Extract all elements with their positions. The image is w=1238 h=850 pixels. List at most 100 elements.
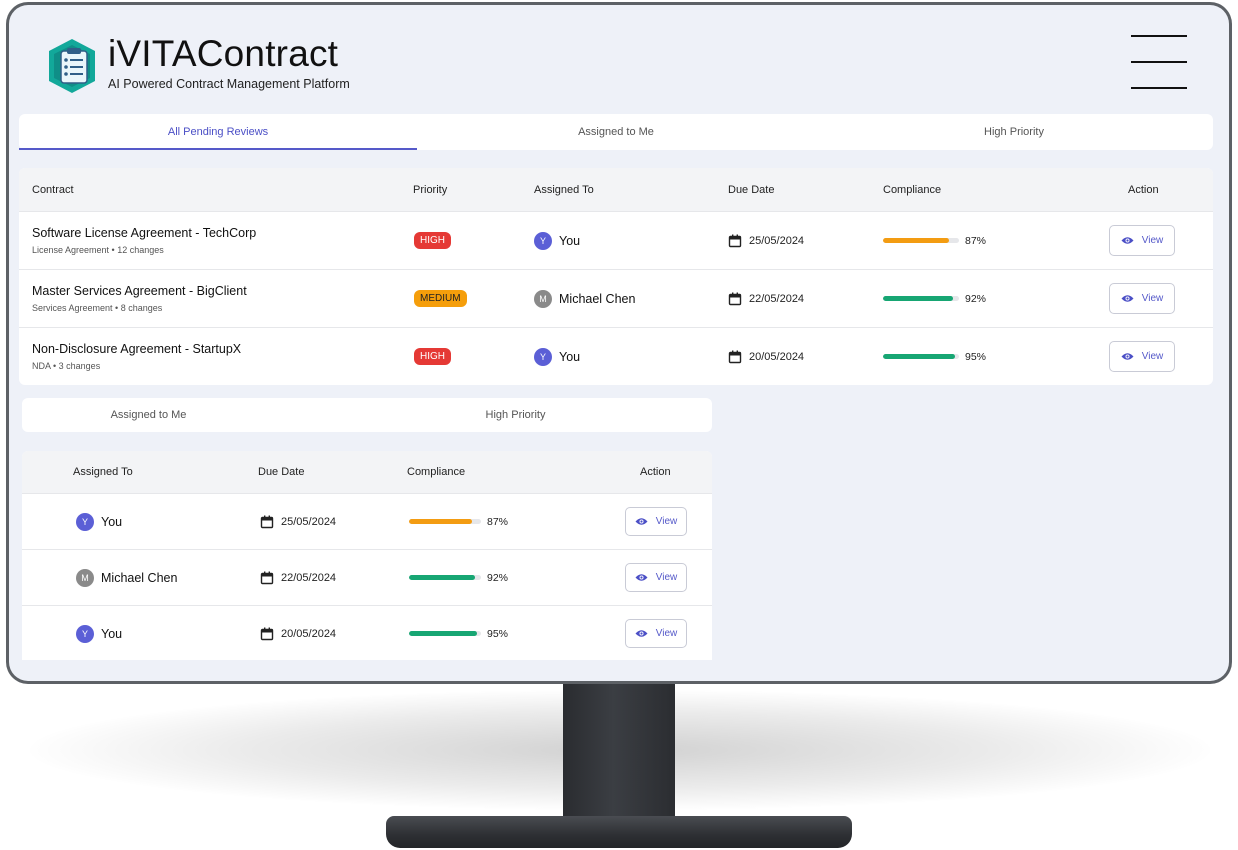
action-cell: View <box>1109 270 1175 327</box>
action-cell: View <box>625 606 687 660</box>
monitor-stand-base <box>386 816 852 848</box>
due-date: 20/05/2024 <box>281 627 337 640</box>
action-cell: View <box>1109 212 1175 269</box>
eye-icon <box>635 518 648 525</box>
avatar: M <box>534 289 552 308</box>
view-button[interactable]: View <box>1109 341 1175 372</box>
compliance-cell: 92% <box>883 270 986 327</box>
compliance-bar <box>409 631 481 636</box>
avatar: Y <box>534 231 552 250</box>
eye-icon <box>1121 353 1134 360</box>
view-button[interactable]: View <box>1109 283 1175 314</box>
assigned-table: Assigned To Due Date Compliance Action Y… <box>22 451 712 660</box>
contract-meta: License Agreement • 12 changes <box>32 245 164 255</box>
compliance-percent: 87% <box>965 234 987 247</box>
compliance-cell: 95% <box>883 328 986 385</box>
compliance-bar-fill <box>883 354 956 359</box>
eye-icon <box>1121 237 1134 244</box>
monitor-bezel: iVITAContract AI Powered Contract Manage… <box>6 2 1232 684</box>
header-assigned-to: Assigned To <box>73 466 133 478</box>
avatar: M <box>76 568 94 587</box>
avatar: Y <box>534 347 552 366</box>
contract-title[interactable]: Non-Disclosure Agreement - StartupX <box>32 342 242 356</box>
table-row: Y You 20/05/2024 95% View <box>22 605 712 660</box>
assignee-cell: M Michael Chen <box>534 270 635 327</box>
view-button[interactable]: View <box>625 619 687 648</box>
assignee-name: Michael Chen <box>101 570 178 585</box>
compliance-bar-fill <box>883 296 953 301</box>
table-row: Master Services Agreement - BigClient Ser… <box>19 269 1213 327</box>
calendar-icon <box>260 515 274 528</box>
tab-high-priority-secondary[interactable]: High Priority <box>485 409 546 421</box>
hamburger-menu-icon[interactable] <box>1131 35 1189 91</box>
tab-high-priority[interactable]: High Priority <box>984 126 1044 138</box>
header-priority: Priority <box>413 183 448 196</box>
assignee-name: You <box>559 349 581 364</box>
avatar: Y <box>76 624 94 643</box>
view-button[interactable]: View <box>1109 225 1175 256</box>
priority-badge: HIGH <box>414 348 451 365</box>
view-button-label: View <box>1141 293 1164 304</box>
priority-cell: HIGH <box>414 212 451 269</box>
due-date-cell: 25/05/2024 <box>260 494 336 549</box>
tab-all-pending-reviews[interactable]: All Pending Reviews <box>19 114 417 150</box>
assignee-cell: Y You <box>76 606 122 660</box>
calendar-icon <box>728 234 742 247</box>
assignee-name: You <box>559 233 581 248</box>
calendar-icon <box>728 350 742 363</box>
contract-title[interactable]: Master Services Agreement - BigClient <box>32 284 247 298</box>
header-due-date: Due Date <box>258 466 305 478</box>
view-button-label: View <box>1141 235 1164 246</box>
header-assigned-to: Assigned To <box>534 183 594 196</box>
header-action: Action <box>640 466 671 478</box>
compliance-bar-fill <box>883 238 950 243</box>
main-tabs: All Pending Reviews Assigned to Me High … <box>19 114 1213 150</box>
priority-badge: HIGH <box>414 232 451 249</box>
compliance-bar <box>409 575 481 580</box>
view-button[interactable]: View <box>625 507 687 536</box>
due-date-cell: 22/05/2024 <box>260 550 336 605</box>
action-cell: View <box>625 550 687 605</box>
compliance-bar <box>883 238 959 243</box>
contract-meta: Services Agreement • 8 changes <box>32 303 163 313</box>
assignee-cell: Y You <box>76 494 122 549</box>
due-date-cell: 20/05/2024 <box>728 328 804 385</box>
pending-reviews-table: Contract Priority Assigned To Due Date C… <box>19 168 1213 385</box>
eye-icon <box>1121 295 1134 302</box>
due-date: 22/05/2024 <box>749 292 805 305</box>
compliance-cell: 87% <box>883 212 986 269</box>
monitor-stand-neck <box>563 680 675 828</box>
assignee-name: You <box>101 514 123 529</box>
view-button-label: View <box>655 516 678 527</box>
tab-assigned-to-me[interactable]: Assigned to Me <box>578 126 654 138</box>
compliance-cell: 92% <box>409 550 508 605</box>
view-button-label: View <box>1141 351 1164 362</box>
compliance-percent: 92% <box>965 292 987 305</box>
action-cell: View <box>625 494 687 549</box>
table-header: Contract Priority Assigned To Due Date C… <box>19 168 1213 211</box>
table-row: Non-Disclosure Agreement - StartupX NDA •… <box>19 327 1213 385</box>
priority-cell: MEDIUM <box>414 270 467 327</box>
eye-icon <box>635 630 648 637</box>
header-action: Action <box>1128 183 1159 196</box>
calendar-icon <box>260 571 274 584</box>
app-title: iVITAContract <box>108 33 339 74</box>
screen: iVITAContract AI Powered Contract Manage… <box>9 5 1229 681</box>
assignee-cell: Y You <box>534 328 580 385</box>
view-button[interactable]: View <box>625 563 687 592</box>
app-subtitle: AI Powered Contract Management Platform <box>108 77 350 91</box>
contract-cell: Non-Disclosure Agreement - StartupX NDA •… <box>32 328 241 385</box>
due-date: 22/05/2024 <box>281 571 337 584</box>
compliance-cell: 95% <box>409 606 508 660</box>
priority-cell: HIGH <box>414 328 451 385</box>
due-date: 25/05/2024 <box>281 515 337 528</box>
compliance-bar-fill <box>409 519 472 524</box>
due-date: 25/05/2024 <box>749 234 805 247</box>
contract-meta: NDA • 3 changes <box>32 361 101 371</box>
contract-title[interactable]: Software License Agreement - TechCorp <box>32 226 257 240</box>
table-row: Software License Agreement - TechCorp Lic… <box>19 211 1213 269</box>
eye-icon <box>635 574 648 581</box>
contract-document-icon <box>49 39 95 93</box>
tab-assigned-to-me-secondary[interactable]: Assigned to Me <box>110 409 187 421</box>
compliance-bar <box>883 296 959 301</box>
